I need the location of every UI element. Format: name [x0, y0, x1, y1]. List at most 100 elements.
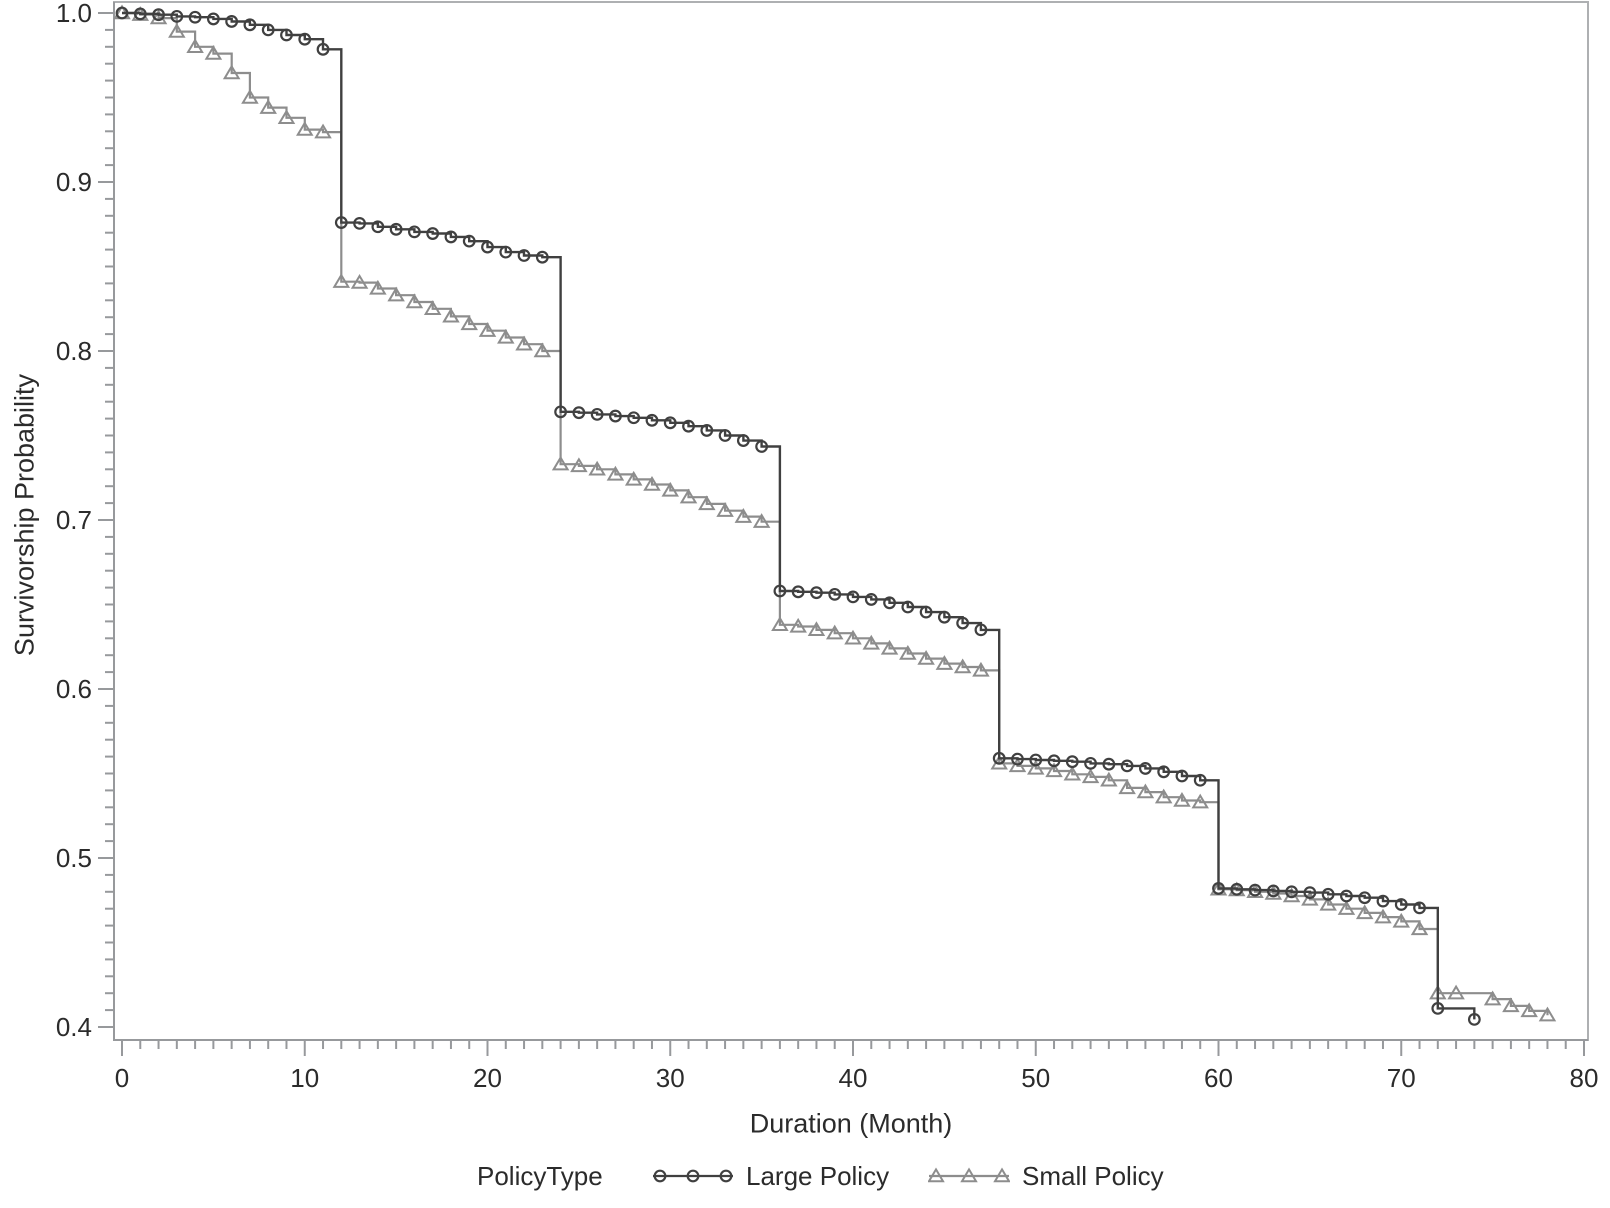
large-policy-marker	[682, 419, 695, 433]
y-axis-title: Survivorship Probability	[9, 373, 40, 657]
large-policy-marker	[901, 600, 915, 614]
small-policy-marker	[1008, 757, 1027, 773]
large-policy-marker	[791, 585, 805, 599]
x-axis-ticks	[121, 1040, 1585, 1056]
small-policy-marker	[1374, 908, 1392, 924]
legend-swatch-marker	[686, 1169, 700, 1183]
y-axis-tick-label: 0.6	[56, 674, 92, 704]
large-policy-marker	[919, 605, 933, 619]
large-policy-marker	[188, 10, 202, 24]
small-policy-marker	[222, 64, 241, 80]
large-policy-marker	[810, 586, 823, 600]
large-policy-marker	[1376, 894, 1390, 908]
large-policy-marker	[1029, 753, 1043, 767]
small-policy-marker	[168, 23, 186, 38]
small-policy-marker	[1319, 895, 1337, 911]
small-policy-marker	[734, 508, 753, 523]
large-policy-marker	[1340, 889, 1353, 903]
large-policy-marker	[755, 440, 769, 453]
small-policy-marker	[1410, 920, 1429, 936]
legend-item-large-policy: Large Policy	[652, 1161, 889, 1191]
large-policy-marker	[426, 227, 440, 240]
small-policy-marker	[204, 44, 223, 60]
small-policy-marker	[1081, 768, 1100, 784]
small-policy-marker	[442, 307, 460, 323]
small-policy-marker	[1337, 900, 1356, 915]
small-policy-marker	[953, 658, 972, 674]
small-policy-marker	[387, 286, 405, 302]
large-policy-marker	[1102, 757, 1116, 771]
small-policy-marker	[551, 455, 570, 471]
small-policy-marker	[1538, 1006, 1557, 1022]
large-policy-marker	[334, 216, 348, 229]
small-policy-marker	[241, 88, 259, 104]
small-policy-marker	[771, 616, 789, 631]
x-axis-title: Duration (Month)	[749, 1108, 953, 1139]
large-policy-marker	[663, 416, 677, 430]
large-policy-marker	[170, 9, 184, 23]
small-policy-marker	[295, 121, 314, 136]
small-policy-marker	[350, 273, 369, 289]
small-policy-marker	[588, 460, 606, 476]
x-axis-tick-label: 60	[1204, 1063, 1233, 1093]
large-policy-marker	[462, 234, 476, 248]
y-axis-ticks	[98, 12, 114, 1028]
small-policy-marker	[1100, 771, 1118, 787]
large-policy-marker	[627, 411, 641, 425]
small-policy-marker	[1136, 783, 1155, 799]
large-policy-marker	[883, 596, 896, 610]
large-policy-marker	[1413, 901, 1426, 915]
large-policy-marker	[481, 240, 494, 254]
large-policy-marker	[444, 230, 458, 244]
y-axis-tick-label: 0.4	[56, 1012, 92, 1042]
large-policy-marker	[298, 32, 312, 46]
large-policy-curve	[122, 11, 1476, 1020]
small-policy-marker	[1392, 912, 1411, 928]
large-policy-marker	[1193, 773, 1207, 787]
large-policy-marker	[499, 245, 513, 259]
series-large-policy	[115, 6, 1481, 1026]
legend-item-small-policy: Small Policy	[928, 1161, 1164, 1191]
large-policy-marker	[280, 28, 293, 42]
large-policy-marker	[572, 406, 586, 420]
x-axis-tick-label: 0	[115, 1063, 129, 1093]
small-policy-marker	[1264, 884, 1283, 900]
small-policy-marker	[478, 322, 497, 337]
plot-frame	[113, 1, 1589, 1041]
large-policy-marker	[992, 751, 1006, 765]
large-policy-marker	[1138, 762, 1152, 775]
x-axis-tick-label: 20	[473, 1063, 502, 1093]
small-policy-marker	[1045, 762, 1063, 778]
large-policy-marker	[1248, 883, 1262, 897]
x-axis-tick-label: 10	[290, 1063, 319, 1093]
small-policy-marker	[716, 502, 734, 517]
large-policy-marker	[371, 220, 385, 234]
y-axis-tick-label: 0.7	[56, 505, 92, 535]
large-policy-marker	[353, 217, 366, 230]
large-policy-marker	[554, 405, 567, 419]
large-policy-marker	[864, 593, 878, 606]
small-policy-marker	[277, 109, 296, 124]
small-policy-curve	[122, 11, 1549, 1016]
small-policy-marker	[1301, 890, 1319, 906]
large-policy-marker	[1047, 754, 1061, 768]
large-policy-marker	[736, 434, 750, 447]
small-policy-marker	[972, 661, 990, 677]
x-axis-tick-label: 40	[839, 1063, 868, 1093]
large-policy-marker	[590, 407, 604, 421]
y-axis-tick-label: 0.8	[56, 336, 92, 366]
small-policy-marker	[1520, 1002, 1538, 1018]
legend-swatch-marker	[928, 1167, 945, 1183]
small-policy-marker	[917, 650, 935, 665]
legend-swatch-marker	[719, 1169, 733, 1183]
large-policy-marker	[1285, 885, 1298, 899]
small-policy-marker	[1355, 904, 1374, 920]
small-policy-marker	[369, 279, 387, 295]
large-policy-marker	[828, 587, 842, 601]
y-axis-tick-label: 0.9	[56, 167, 92, 197]
large-policy-marker	[718, 429, 732, 442]
small-policy-marker	[314, 123, 332, 139]
x-axis-tick-label: 80	[1570, 1063, 1599, 1093]
small-policy-marker	[661, 481, 680, 497]
large-policy-marker	[956, 616, 970, 630]
